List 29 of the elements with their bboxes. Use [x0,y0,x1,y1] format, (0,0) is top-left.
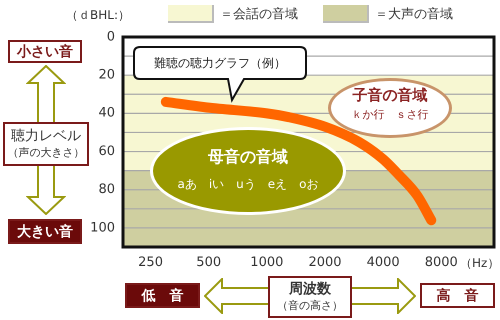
text: （声の大きさ） [6,145,86,160]
text: 大きい音 [8,219,82,244]
annotation: 子音の音域 [352,86,428,105]
text: （ｄBHL:） [66,7,130,24]
annotation: ｋか行 ｓさ行 [350,107,430,122]
text: （Hz） [460,255,500,272]
text: 小さい音 [8,40,82,63]
y-tick-label: 0 [106,29,115,44]
y-tick-label: 100 [90,220,115,236]
annotation: aあ iい uう eえ oお [176,176,320,193]
text: （音の高さ） [276,298,344,313]
x-tick-label: 2000 [308,255,342,270]
y-tick-label: 40 [98,106,115,121]
x-tick-label: 4000 [366,255,400,270]
legend-label: ＝会話の音域 [220,6,298,23]
y-tick-label: 60 [98,144,115,159]
legend-label: ＝大声の音域 [375,6,453,23]
y-tick-label: 80 [98,182,115,198]
x-tick-label: 500 [196,255,222,270]
y-tick-label: 20 [98,68,115,83]
x-axis-title: 周波数 [288,280,332,298]
annotation: 母音の音域 [207,147,289,168]
text: 低 音 [125,283,200,308]
x-tick-label: 8000 [424,255,458,270]
x-tick-label: 1000 [250,255,284,270]
y-axis-title: 聴力レベル [10,127,82,145]
text: 高 音 [420,283,495,308]
annotation: 難聴の聴力グラフ（例） [153,54,287,72]
x-tick-label: 250 [138,255,163,270]
